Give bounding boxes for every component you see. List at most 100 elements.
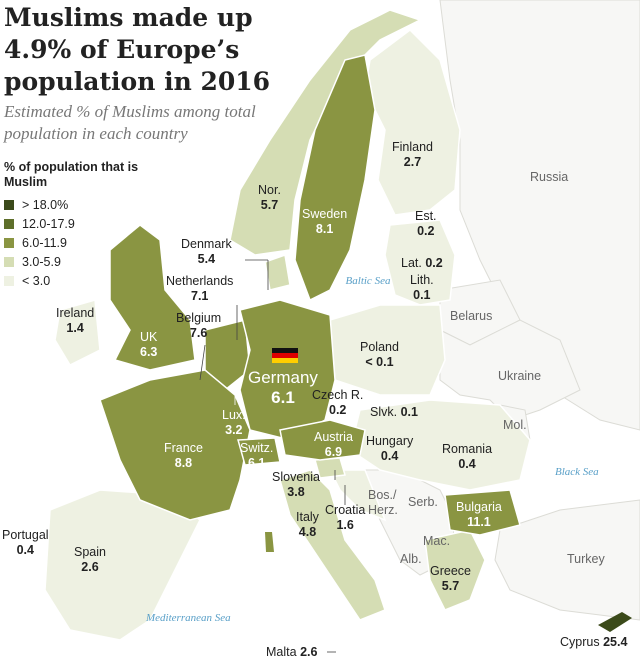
country-label-germany: Germany 6.1	[248, 368, 318, 408]
iberia-shape	[44, 489, 201, 641]
legend-label: > 18.0%	[22, 197, 69, 212]
country-value: 2.7	[403, 155, 422, 169]
denmark-shape	[264, 253, 291, 291]
corsica-shape	[265, 532, 274, 552]
legend-item: < 3.0	[4, 271, 154, 290]
country-name: Ireland	[56, 306, 95, 320]
country-name: Portugal	[2, 528, 49, 542]
map-subtitle: Estimated % of Muslims among total popul…	[4, 102, 256, 143]
country-value: 6.1	[271, 388, 295, 407]
ireland-shape	[54, 299, 101, 366]
country-name: Finland	[392, 140, 433, 154]
label-ukraine: Ukraine	[498, 369, 542, 383]
country-name: Spain	[74, 545, 106, 559]
benelux-shape	[204, 319, 251, 392]
norway-shape	[229, 9, 422, 256]
country-name: Germany	[248, 368, 318, 387]
country-name: Hungary	[366, 434, 414, 448]
map-title: Muslims made up 4.9% of Europe’s populat…	[4, 3, 271, 96]
label-black-sea: Black Sea	[555, 466, 599, 478]
legend-swatch	[4, 237, 14, 248]
country-label-romania: Romania 0.4	[442, 442, 492, 472]
bulgaria-shape	[444, 489, 521, 536]
romania-hungary-shape	[349, 399, 531, 491]
country-label-cyprus: Cyprus 25.4	[560, 635, 627, 650]
country-value: 0.1	[413, 288, 431, 302]
legend: % of population that is Muslim > 18.0% 1…	[4, 160, 154, 290]
country-name: Poland	[360, 340, 399, 354]
country-value: 0.4	[458, 457, 476, 471]
country-label-lithuania: Lith. 0.1	[410, 273, 434, 303]
label-russia: Russia	[530, 170, 569, 184]
country-value: 0.1	[400, 405, 418, 419]
finland-shape	[364, 29, 461, 216]
country-label-austria: Austria 6.9	[314, 430, 353, 460]
country-name: Lat.	[401, 256, 422, 270]
country-value: 2.6	[81, 560, 99, 574]
country-name: Denmark	[181, 237, 232, 251]
country-name: France	[164, 441, 203, 455]
legend-item: > 18.0%	[4, 195, 154, 214]
uk-shape	[109, 224, 196, 371]
country-value: 11.1	[467, 515, 491, 529]
legend-item: 3.0-5.9	[4, 252, 154, 271]
country-name: Switz.	[240, 441, 274, 455]
country-label-estonia: Est. 0.2	[415, 209, 437, 239]
country-value: 3.8	[287, 485, 305, 499]
country-label-denmark: Denmark 5.4	[181, 237, 232, 267]
country-name: Nor.	[258, 183, 281, 197]
country-label-switzerland: Switz. 6.1	[240, 441, 273, 471]
legend-swatch	[4, 218, 14, 229]
country-value: 0.4	[16, 543, 34, 557]
country-name: Italy	[296, 510, 319, 524]
austria-shape	[279, 419, 366, 461]
croatia-shape	[328, 469, 387, 522]
legend-swatch	[4, 256, 14, 267]
country-label-malta: Malta 2.6	[266, 645, 317, 660]
country-name: Netherlands	[166, 274, 234, 288]
country-name: Austria	[314, 430, 353, 444]
country-label-portugal: Portugal 0.4	[2, 528, 49, 558]
country-value: 8.8	[174, 456, 193, 470]
country-value: 5.7	[260, 198, 279, 212]
country-label-bulgaria: Bulgaria 11.1	[456, 500, 502, 530]
country-name: Malta	[266, 645, 297, 659]
country-name: Sweden	[302, 207, 348, 221]
country-value: 6.1	[247, 456, 266, 470]
legend-title: % of population that is Muslim	[4, 160, 139, 189]
germany-flag-icon	[272, 348, 298, 363]
switzerland-shape	[237, 437, 281, 466]
country-value: 6.3	[140, 345, 158, 359]
country-name: Romania	[442, 442, 493, 456]
country-value: 25.4	[603, 635, 628, 649]
label-turkey: Turkey	[567, 552, 605, 566]
country-value: 7.1	[191, 289, 209, 303]
label-mediterranean-sea: Mediterranean Sea	[146, 612, 231, 624]
country-label-uk: UK 6.3	[140, 330, 157, 360]
country-name: Lux.	[222, 408, 246, 422]
country-value: 0.4	[380, 449, 399, 463]
country-value: 0.2	[425, 256, 443, 270]
country-label-slovakia: Slvk. 0.1	[370, 405, 418, 420]
legend-item: 12.0-17.9	[4, 214, 154, 233]
country-label-slovenia: Slovenia 3.8	[272, 470, 320, 500]
country-name: Croatia	[325, 503, 366, 517]
country-label-spain: Spain 2.6	[74, 545, 106, 575]
country-label-france: France 8.8	[164, 441, 203, 471]
baltics-shape	[384, 219, 456, 306]
country-name: Bulgaria	[456, 500, 502, 514]
country-value: < 0.1	[365, 355, 394, 369]
country-label-luxembourg: Lux. 3.2	[222, 408, 246, 438]
label-moldova: Mol.	[503, 418, 527, 432]
label-macedonia: Mac.	[423, 534, 451, 548]
country-value: 0.2	[329, 403, 347, 417]
country-name: Cyprus	[560, 635, 600, 649]
country-value: 7.6	[189, 326, 208, 340]
country-label-latvia: Lat. 0.2	[401, 256, 443, 271]
country-name: Est.	[415, 209, 437, 223]
country-name: Belgium	[176, 311, 222, 325]
country-label-italy: Italy 4.8	[296, 510, 319, 540]
country-label-belgium: Belgium 7.6	[176, 311, 221, 341]
legend-label: 6.0-11.9	[22, 235, 67, 250]
label-belarus: Belarus	[450, 309, 493, 323]
